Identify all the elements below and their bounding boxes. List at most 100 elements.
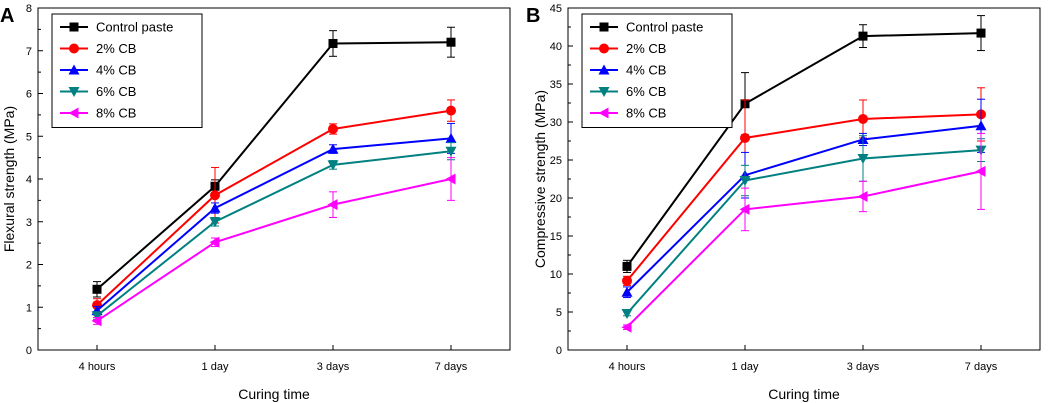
series-line (626, 170, 982, 328)
legend-marker (68, 107, 79, 119)
x-axis-title: Curing time (238, 386, 310, 402)
y-tick-label: 35 (550, 79, 562, 91)
series-4-cb (91, 122, 457, 316)
data-point (976, 28, 986, 38)
x-tick-label: 7 days (965, 361, 998, 373)
legend: Control paste 2% CB 4% CB 6% CB 8% CB (581, 13, 733, 128)
data-point (445, 132, 457, 143)
series-control-paste (622, 15, 986, 273)
data-point (327, 160, 339, 171)
y-tick-label: 3 (26, 217, 32, 229)
x-tick-label: 3 days (847, 361, 880, 373)
data-point (446, 105, 456, 116)
x-tick-label: 1 day (202, 361, 229, 373)
series-8-cb (91, 157, 456, 327)
series-line (626, 149, 982, 315)
x-tick-label: 3 days (317, 361, 350, 373)
y-tick-label: 0 (26, 345, 32, 357)
y-tick-label: 40 (550, 41, 562, 53)
data-point (327, 143, 339, 154)
legend-label: 6% CB (626, 84, 666, 99)
panel-letter: B (526, 5, 540, 27)
legend-label: 2% CB (96, 41, 136, 56)
legend-marker (69, 43, 79, 54)
data-point (328, 123, 338, 134)
x-axis-title: Curing time (768, 386, 840, 402)
data-point (739, 203, 750, 215)
panel-letter: A (0, 5, 14, 27)
x-tick-label: 4 hours (609, 361, 646, 373)
legend-label: 4% CB (96, 63, 136, 78)
y-tick-label: 10 (550, 269, 562, 281)
y-tick-label: 7 (26, 46, 32, 58)
series-6-cb (621, 135, 987, 320)
y-tick-label: 30 (550, 117, 562, 129)
data-point (975, 120, 987, 131)
data-point (740, 132, 750, 143)
legend-label: 8% CB (626, 106, 666, 121)
data-point (621, 286, 633, 297)
series-6-cb (91, 142, 457, 322)
legend-label: 8% CB (96, 106, 136, 121)
y-axis-title: Compressive strength (MPa) (532, 90, 548, 268)
y-tick-label: 20 (550, 193, 562, 205)
y-tick-label: 6 (26, 89, 32, 101)
panel-flexural: A 0 1 2 3 4 5 6 7 8 4 hours 1 day 3 days 7 days Curing… (0, 3, 511, 402)
legend-marker (598, 64, 610, 75)
data-point (739, 176, 751, 187)
x-tick-label: 4 hours (79, 361, 116, 373)
data-point (975, 165, 986, 177)
legend-label: 4% CB (626, 63, 666, 78)
legend-marker (598, 87, 610, 97)
legend-label: Control paste (626, 20, 703, 35)
y-tick-label: 4 (26, 174, 32, 186)
legend-marker (69, 22, 79, 32)
legend-label: 6% CB (96, 84, 136, 99)
series-line (96, 109, 452, 306)
y-tick-label: 25 (550, 155, 562, 167)
data-point (858, 31, 868, 41)
data-point (621, 321, 632, 333)
series-line (96, 150, 452, 317)
data-point (210, 190, 220, 201)
series-line (626, 32, 982, 267)
series-2-cb (92, 99, 456, 313)
y-tick-label: 45 (550, 3, 562, 15)
y-tick-label: 5 (556, 307, 562, 319)
data-point (857, 190, 868, 202)
data-point (91, 311, 103, 322)
legend-marker (68, 87, 80, 97)
data-point (622, 275, 632, 286)
y-tick-label: 2 (26, 260, 32, 272)
panel-compressive: B 0 5 10 15 20 25 30 35 40 45 4 hours 1 day 3 days 7 d… (526, 3, 1041, 402)
data-point (858, 113, 868, 124)
data-point (445, 173, 456, 185)
legend: Control paste 2% CB 4% CB 6% CB 8% CB (51, 13, 203, 128)
data-point (445, 146, 457, 157)
series-line (626, 124, 982, 293)
series-line (96, 41, 452, 291)
y-tick-label: 0 (556, 345, 562, 357)
x-tick-label: 1 day (732, 361, 759, 373)
data-point (446, 37, 456, 47)
y-tick-label: 8 (26, 3, 32, 15)
data-point (209, 217, 221, 228)
series-control-paste (92, 26, 456, 298)
y-tick-label: 1 (26, 302, 32, 314)
series-line (96, 178, 452, 322)
data-point (328, 38, 338, 48)
data-point (209, 236, 220, 248)
data-point (327, 199, 338, 211)
legend-marker (599, 43, 609, 54)
x-tick-label: 7 days (435, 361, 468, 373)
legend-marker (599, 22, 609, 32)
legend-marker (68, 64, 80, 75)
y-axis-title: Flexural strength (MPa) (1, 106, 17, 252)
series-line (626, 113, 982, 282)
data-point (91, 315, 102, 327)
y-tick-label: 15 (550, 231, 562, 243)
series-line (96, 137, 452, 312)
y-tick-label: 5 (26, 131, 32, 143)
legend-label: 2% CB (626, 41, 666, 56)
